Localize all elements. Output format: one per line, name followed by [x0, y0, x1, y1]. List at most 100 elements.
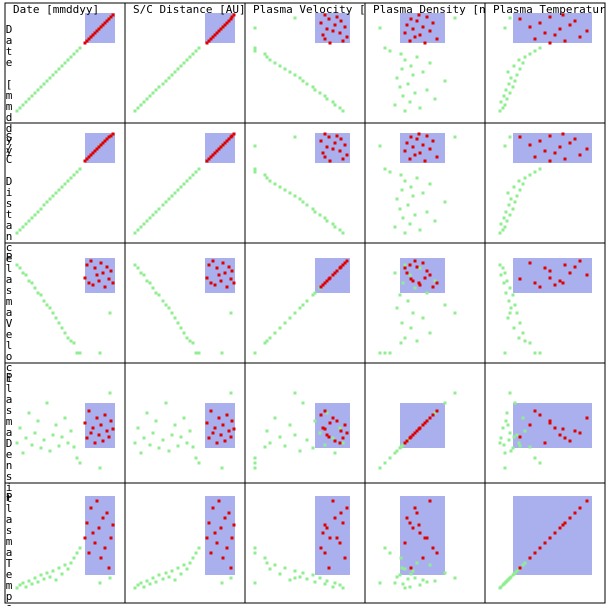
point	[265, 339, 269, 343]
selected-point	[421, 143, 425, 147]
point	[399, 173, 403, 177]
column-label: Plasma Temperatur	[493, 3, 606, 16]
selected-point	[573, 19, 577, 23]
selected-point	[343, 261, 347, 265]
selected-point	[223, 141, 227, 145]
selected-point	[325, 145, 329, 149]
point	[273, 416, 277, 420]
selected-point	[553, 283, 557, 287]
selected-point	[328, 159, 332, 163]
point	[305, 438, 309, 442]
point	[136, 266, 140, 270]
point	[399, 556, 403, 560]
selected-point	[105, 265, 109, 269]
selected-point	[213, 33, 217, 37]
selected-point	[217, 29, 221, 33]
selected-point	[403, 266, 407, 270]
point	[268, 179, 272, 183]
point	[528, 173, 532, 177]
point	[288, 423, 292, 427]
selected-point	[578, 35, 582, 39]
selected-point	[425, 269, 429, 273]
point	[511, 207, 515, 211]
point	[333, 581, 337, 585]
point	[18, 583, 22, 587]
point	[413, 576, 417, 580]
selected-point	[215, 441, 219, 445]
point	[30, 216, 34, 220]
point	[408, 100, 412, 104]
point	[75, 551, 79, 555]
point	[341, 586, 345, 590]
selected-point	[428, 273, 432, 277]
point	[388, 170, 392, 174]
point	[21, 225, 25, 229]
point	[378, 144, 382, 148]
selected-point	[85, 263, 89, 267]
point	[403, 586, 407, 590]
point	[69, 561, 73, 565]
point	[506, 423, 510, 427]
selected-point	[91, 531, 95, 535]
selected-point	[415, 511, 419, 515]
selected-point	[341, 39, 345, 43]
point	[293, 16, 297, 20]
selected-point	[418, 151, 422, 155]
selected-point	[435, 551, 439, 555]
point	[507, 203, 511, 207]
selected-point	[328, 41, 332, 45]
point	[293, 391, 297, 395]
selected-point	[425, 134, 429, 138]
point	[15, 263, 19, 267]
selected-point	[331, 416, 335, 420]
point	[517, 179, 521, 183]
selected-point	[578, 153, 582, 157]
selected-point	[321, 283, 325, 287]
point	[428, 563, 432, 567]
selected-point	[327, 277, 331, 281]
point	[523, 429, 527, 433]
point	[253, 167, 257, 171]
selected-point	[533, 37, 537, 41]
selected-point	[345, 506, 349, 510]
selected-point	[423, 421, 427, 425]
selected-point	[217, 147, 221, 151]
point	[293, 433, 297, 437]
point	[401, 94, 405, 98]
point	[433, 579, 437, 583]
point	[133, 109, 137, 113]
selected-point	[109, 134, 113, 138]
point	[39, 293, 43, 297]
selected-point	[230, 15, 234, 19]
point	[283, 444, 287, 448]
point	[157, 85, 161, 89]
selected-point	[405, 439, 409, 443]
point	[229, 576, 233, 580]
point	[406, 203, 410, 207]
point	[499, 273, 503, 277]
selected-point	[403, 149, 407, 153]
selected-point	[585, 416, 589, 420]
selected-point	[411, 145, 415, 149]
selected-point	[327, 435, 331, 439]
point	[170, 433, 174, 437]
point	[253, 351, 257, 355]
point	[148, 216, 152, 220]
selected-point	[105, 429, 109, 433]
point	[398, 207, 402, 211]
point	[66, 336, 70, 340]
selected-point	[230, 536, 234, 540]
point	[508, 213, 512, 217]
point	[293, 73, 297, 77]
selected-point	[343, 25, 347, 29]
selected-point	[111, 523, 115, 527]
point	[151, 576, 155, 580]
point	[313, 210, 317, 214]
selected-point	[87, 409, 91, 413]
point	[27, 279, 31, 283]
point	[15, 109, 19, 113]
selected-point	[207, 39, 211, 43]
point	[170, 194, 174, 198]
selected-point	[417, 132, 421, 136]
